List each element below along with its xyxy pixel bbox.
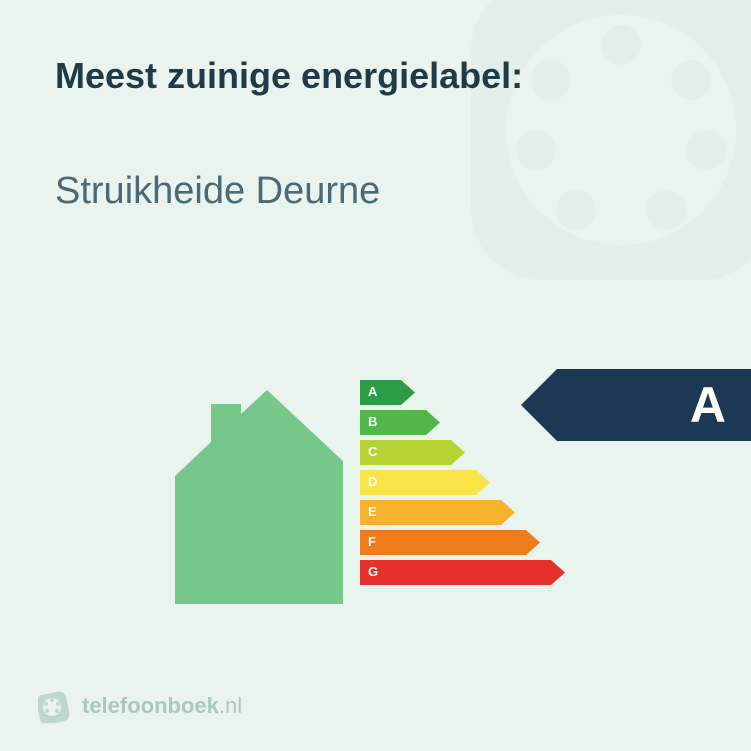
bar-arrow-icon: [360, 500, 515, 525]
house-icon: [175, 390, 360, 610]
bar-letter: G: [368, 564, 378, 579]
footer-brand: telefoonboek.nl: [82, 693, 242, 719]
bar-letter: E: [368, 504, 377, 519]
bar-letter: A: [368, 384, 377, 399]
watermark-dial: [431, 0, 751, 320]
bar-arrow-icon: [360, 470, 490, 495]
bar-letter: B: [368, 414, 377, 429]
bar-arrow-icon: [360, 560, 565, 585]
footer-logo-icon: [38, 689, 72, 723]
dial-icon: [431, 0, 751, 320]
footer: telefoonboek.nl: [38, 689, 242, 723]
footer-brand-light: .nl: [219, 693, 242, 718]
bar-arrow-icon: [360, 530, 540, 555]
bar-letter: C: [368, 444, 377, 459]
page-title: Meest zuinige energielabel:: [55, 55, 523, 97]
location-name: Struikheide Deurne: [55, 170, 380, 213]
result-badge: A: [521, 370, 751, 440]
bar-letter: D: [368, 474, 377, 489]
bar-letter: F: [368, 534, 376, 549]
footer-brand-bold: telefoonboek: [82, 693, 219, 718]
result-letter: A: [690, 380, 726, 430]
